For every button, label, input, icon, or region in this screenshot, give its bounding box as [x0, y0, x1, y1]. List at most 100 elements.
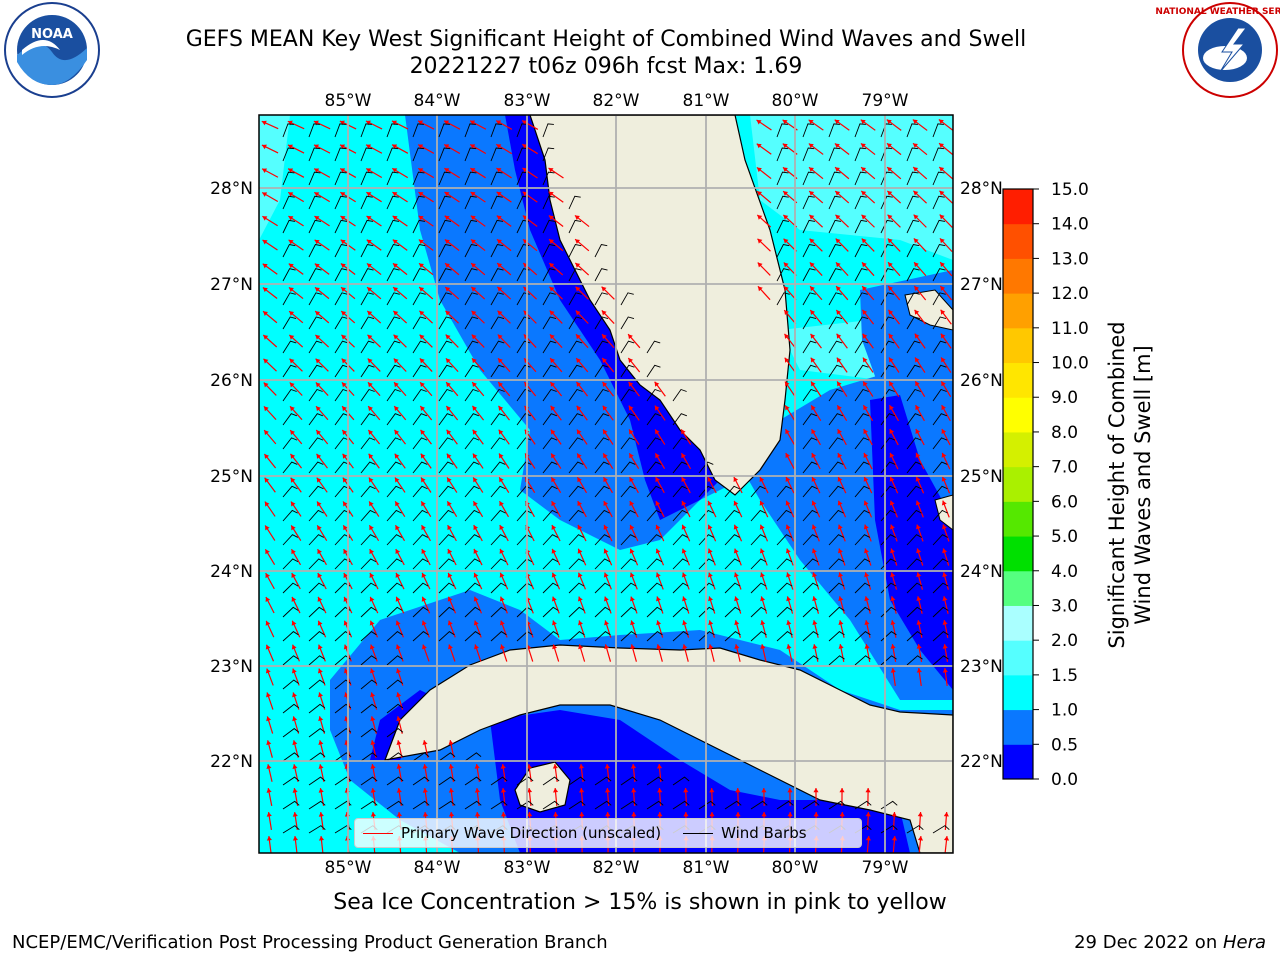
wind-barb	[412, 631, 429, 642]
wave-arrow-head	[786, 620, 792, 626]
wave-arrow-head	[604, 764, 611, 769]
wind-barb	[542, 147, 555, 162]
wind-barb	[828, 219, 842, 234]
wind-barb	[776, 606, 793, 618]
wind-barb	[880, 509, 896, 522]
wave-arrow-head	[602, 405, 608, 411]
wind-barb	[490, 171, 503, 186]
wind-barb	[776, 244, 790, 258]
wind-barb	[308, 292, 322, 306]
wave-arrow-head	[317, 620, 323, 626]
wind-barb	[438, 509, 454, 522]
wind-barb	[750, 558, 767, 570]
wind-barb	[490, 123, 502, 138]
wind-barb	[594, 292, 608, 306]
wind-barb	[412, 388, 427, 402]
colorbar-segment	[1003, 570, 1033, 606]
wave-arrow-head	[681, 429, 686, 435]
wind-barb	[282, 582, 299, 594]
wind-barb	[308, 388, 323, 402]
wave-arrow-head	[314, 216, 320, 221]
wind-barb	[906, 582, 923, 594]
wind-barb	[542, 364, 557, 378]
wave-arrow-head	[551, 572, 557, 578]
wind-barb	[542, 413, 558, 426]
wind-barb	[464, 631, 481, 642]
wave-arrow-head	[392, 239, 398, 245]
lon-label: 83°W	[504, 91, 551, 111]
wave-arrow-head	[756, 167, 762, 173]
wind-barb	[516, 340, 531, 354]
wave-arrow-head	[915, 357, 920, 363]
wind-barb	[490, 606, 507, 618]
wave-arrow-head	[501, 812, 507, 817]
land-bahamas-north	[904, 289, 953, 331]
wind-barb	[412, 413, 428, 426]
wave-arrow-head	[757, 238, 763, 244]
wind-barb	[282, 509, 298, 522]
wind-barb	[490, 413, 506, 426]
wind-barb	[308, 776, 326, 786]
legend-item-wind: Wind Barbs	[675, 824, 807, 842]
wind-barb	[906, 631, 923, 642]
wave-arrow-head	[396, 740, 402, 745]
wave-arrow-head	[629, 453, 634, 459]
wave-arrow-head	[837, 429, 842, 435]
wave-arrow-head	[472, 382, 477, 388]
wave-arrow-head	[496, 168, 502, 173]
wave-height-deepblue-cuba-s	[490, 710, 910, 853]
wind-barb	[282, 437, 298, 450]
wind-barb	[932, 437, 948, 450]
wind-barb	[932, 219, 946, 234]
wind-barb	[282, 268, 296, 282]
wave-arrow-head	[342, 477, 348, 483]
wave-arrow-head	[655, 548, 661, 554]
wind-barb	[828, 123, 840, 138]
footer-date-text: 29 Dec 2022 on	[1074, 932, 1223, 953]
wave-arrow-head	[812, 620, 818, 626]
wave-arrow-head	[289, 382, 295, 388]
wind-barb	[308, 558, 325, 570]
wind-barb	[386, 219, 400, 234]
wind-barb	[334, 825, 352, 834]
wind-barb	[880, 244, 894, 258]
wind-barb	[464, 800, 482, 810]
wave-arrow-head	[656, 596, 661, 602]
wave-arrow-head	[393, 310, 399, 316]
wave-arrow-head	[418, 144, 424, 149]
wave-arrow-head	[550, 405, 556, 411]
wave-arrow-head	[655, 572, 661, 578]
wave-arrow-head	[575, 239, 581, 244]
wind-barb	[932, 364, 947, 378]
wind-barb	[464, 292, 478, 306]
wave-arrow-head	[657, 812, 663, 817]
wind-barb	[490, 268, 504, 282]
wave-arrow-head	[473, 548, 479, 554]
wind-barb	[542, 606, 559, 618]
wave-arrow-head	[888, 286, 893, 292]
wind-barb	[932, 340, 947, 354]
wind-barb	[412, 776, 430, 786]
wind-barb	[854, 631, 871, 642]
colorbar-tick-label: 11.0	[1051, 319, 1089, 339]
wind-barb	[906, 171, 919, 186]
wind-barb	[646, 461, 662, 474]
wave-arrow-head	[860, 119, 866, 125]
wave-arrow-head	[888, 357, 894, 363]
wind-barb	[308, 631, 325, 642]
wave-arrow-head	[551, 453, 556, 459]
wind-barb	[906, 461, 922, 474]
wave-arrow-head	[290, 453, 296, 459]
wave-arrow-head	[445, 310, 451, 316]
wind-barb	[854, 195, 867, 210]
wind-barb	[828, 606, 845, 618]
wave-arrow-head	[915, 405, 920, 411]
wave-arrow-head	[396, 716, 402, 722]
wind-barb	[438, 219, 452, 234]
wind-barb	[646, 340, 661, 354]
wave-arrow-head	[500, 788, 507, 793]
wave-arrow-head	[419, 287, 425, 292]
wind-barb	[386, 340, 401, 354]
colorbar-tick-label: 10.0	[1051, 354, 1089, 374]
wave-arrow-head	[891, 812, 897, 817]
